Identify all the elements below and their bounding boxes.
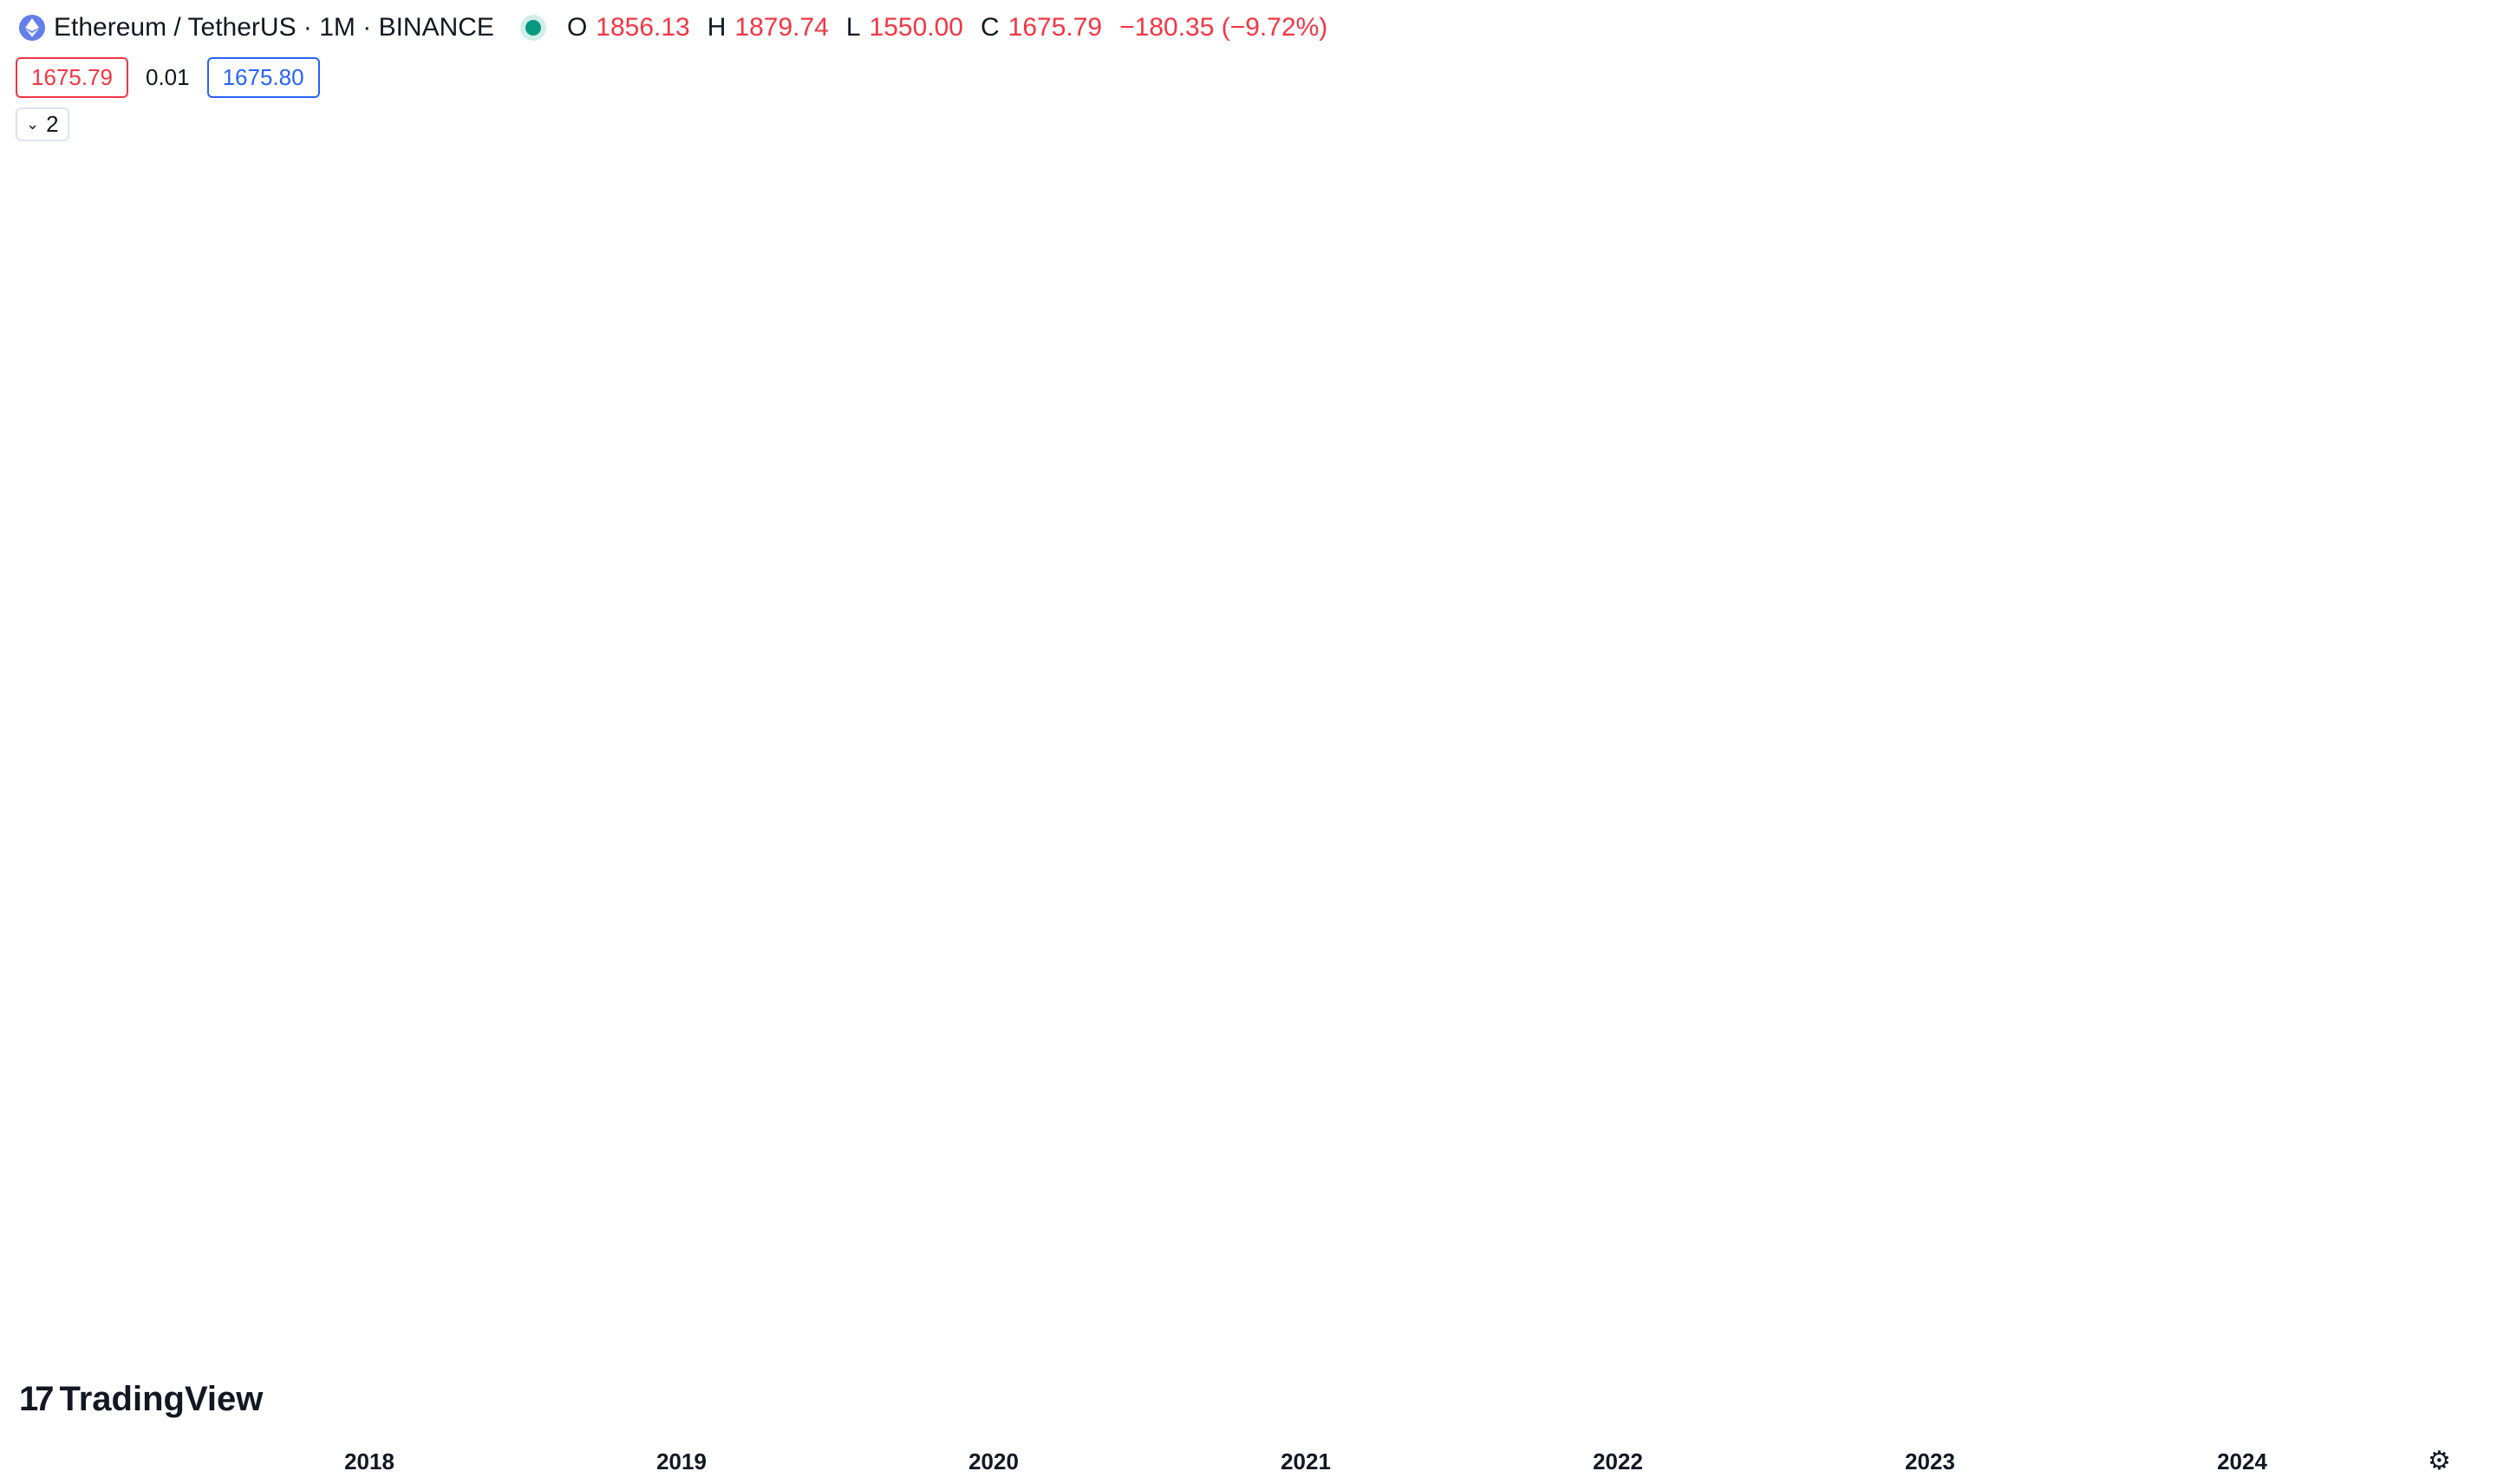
price-change: −180.35 (−9.72%) — [1119, 13, 1328, 42]
open-value: 1856.13 — [596, 13, 690, 42]
low-value: 1550.00 — [869, 13, 963, 42]
time-axis: 20182019202020212022202320242025 — [344, 1448, 2267, 1474]
chart-settings-gear-icon[interactable]: ⚙ — [2428, 1447, 2451, 1475]
open-key: O — [566, 13, 588, 42]
time-tick-label: 2022 — [1593, 1448, 1643, 1474]
indicators-count: 2 — [46, 111, 59, 137]
symbol-title[interactable]: Ethereum / TetherUS · 1M · BINANCE — [54, 13, 494, 42]
spread-value: 0.01 — [145, 64, 190, 90]
chevron-down-icon: ⌄ — [26, 115, 40, 133]
time-tick-label: 2018 — [344, 1448, 394, 1474]
tradingview-mark-icon: 17 — [19, 1380, 54, 1418]
trade-row: 1675.79 0.01 1675.80 — [16, 57, 320, 98]
indicators-toggle-button[interactable]: ⌄ 2 — [16, 107, 69, 141]
tradingview-logo[interactable]: 17 TradingView — [19, 1380, 263, 1419]
time-tick-label: 2020 — [968, 1448, 1019, 1474]
buy-button[interactable]: 1675.80 — [206, 57, 320, 98]
low-key: L — [845, 13, 861, 42]
ohlc-values: O 1856.13 H 1879.74 L 1550.00 C 1675.79 −180… — [567, 13, 1327, 42]
time-tick-label: 2019 — [656, 1448, 707, 1474]
ethereum-icon — [19, 15, 45, 41]
market-open-status-icon — [525, 20, 541, 36]
close-key: C — [981, 13, 1000, 42]
time-tick-label: 2024 — [2217, 1448, 2267, 1474]
time-tick-label: 2023 — [1905, 1448, 1955, 1474]
high-value: 1879.74 — [734, 13, 829, 42]
high-key: H — [707, 13, 727, 42]
time-tick-label: 2021 — [1281, 1448, 1331, 1474]
close-value: 1675.79 — [1007, 13, 1103, 42]
tradingview-logo-text: TradingView — [59, 1380, 264, 1418]
chart-header: Ethereum / TetherUS · 1M · BINANCE O 1856… — [19, 10, 1327, 45]
sell-button[interactable]: 1675.79 — [16, 57, 128, 98]
